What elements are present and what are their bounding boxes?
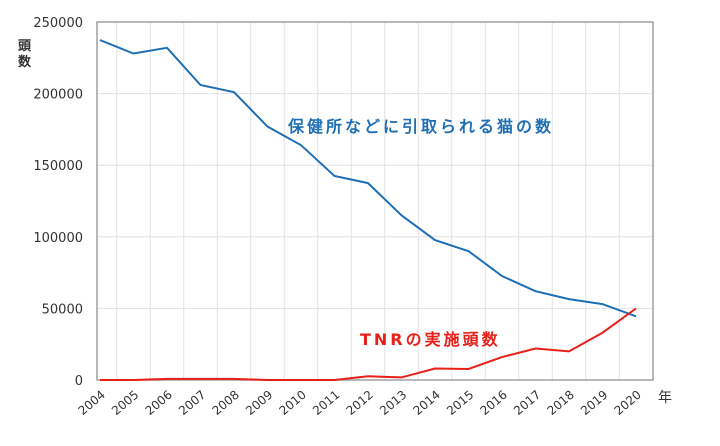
y-tick-label: 200000 (33, 88, 83, 103)
plot-frame (97, 22, 653, 380)
x-tick-label: 2007 (176, 388, 208, 418)
y-tick-label: 250000 (33, 16, 83, 31)
x-tick-label: 2016 (478, 388, 510, 418)
x-tick-label: 2011 (310, 388, 342, 418)
y-axis-label-2: 数 (18, 54, 32, 70)
y-tick-label: 50000 (42, 302, 83, 317)
y-tick-label: 0 (75, 374, 83, 389)
series-label-red: TNRの実施頭数 (360, 330, 501, 349)
x-tick-label: 2017 (511, 388, 543, 418)
x-tick-label: 2012 (344, 388, 376, 418)
series-line-0 (100, 40, 636, 316)
x-tick-label: 2005 (109, 388, 141, 418)
x-tick-label: 2014 (411, 388, 443, 418)
x-tick-label: 2008 (210, 388, 242, 418)
x-tick-label: 2015 (444, 388, 476, 418)
y-tick-label: 150000 (33, 159, 83, 174)
y-axis-label-1: 頭 (18, 39, 32, 54)
x-tick-label: 2013 (377, 388, 409, 418)
series-label-blue: 保健所などに引取られる猫の数 (287, 117, 554, 136)
x-tick-label: 2019 (578, 388, 610, 418)
x-tick-label: 2009 (243, 388, 275, 418)
x-tick-label: 2018 (545, 388, 577, 418)
x-tick-label: 2020 (612, 388, 644, 418)
x-tick-label: 2004 (76, 388, 108, 418)
x-tick-label: 2010 (277, 388, 309, 418)
x-axis-label: 年 (658, 390, 672, 406)
y-tick-label: 100000 (33, 231, 83, 246)
x-tick-label: 2006 (143, 388, 175, 418)
